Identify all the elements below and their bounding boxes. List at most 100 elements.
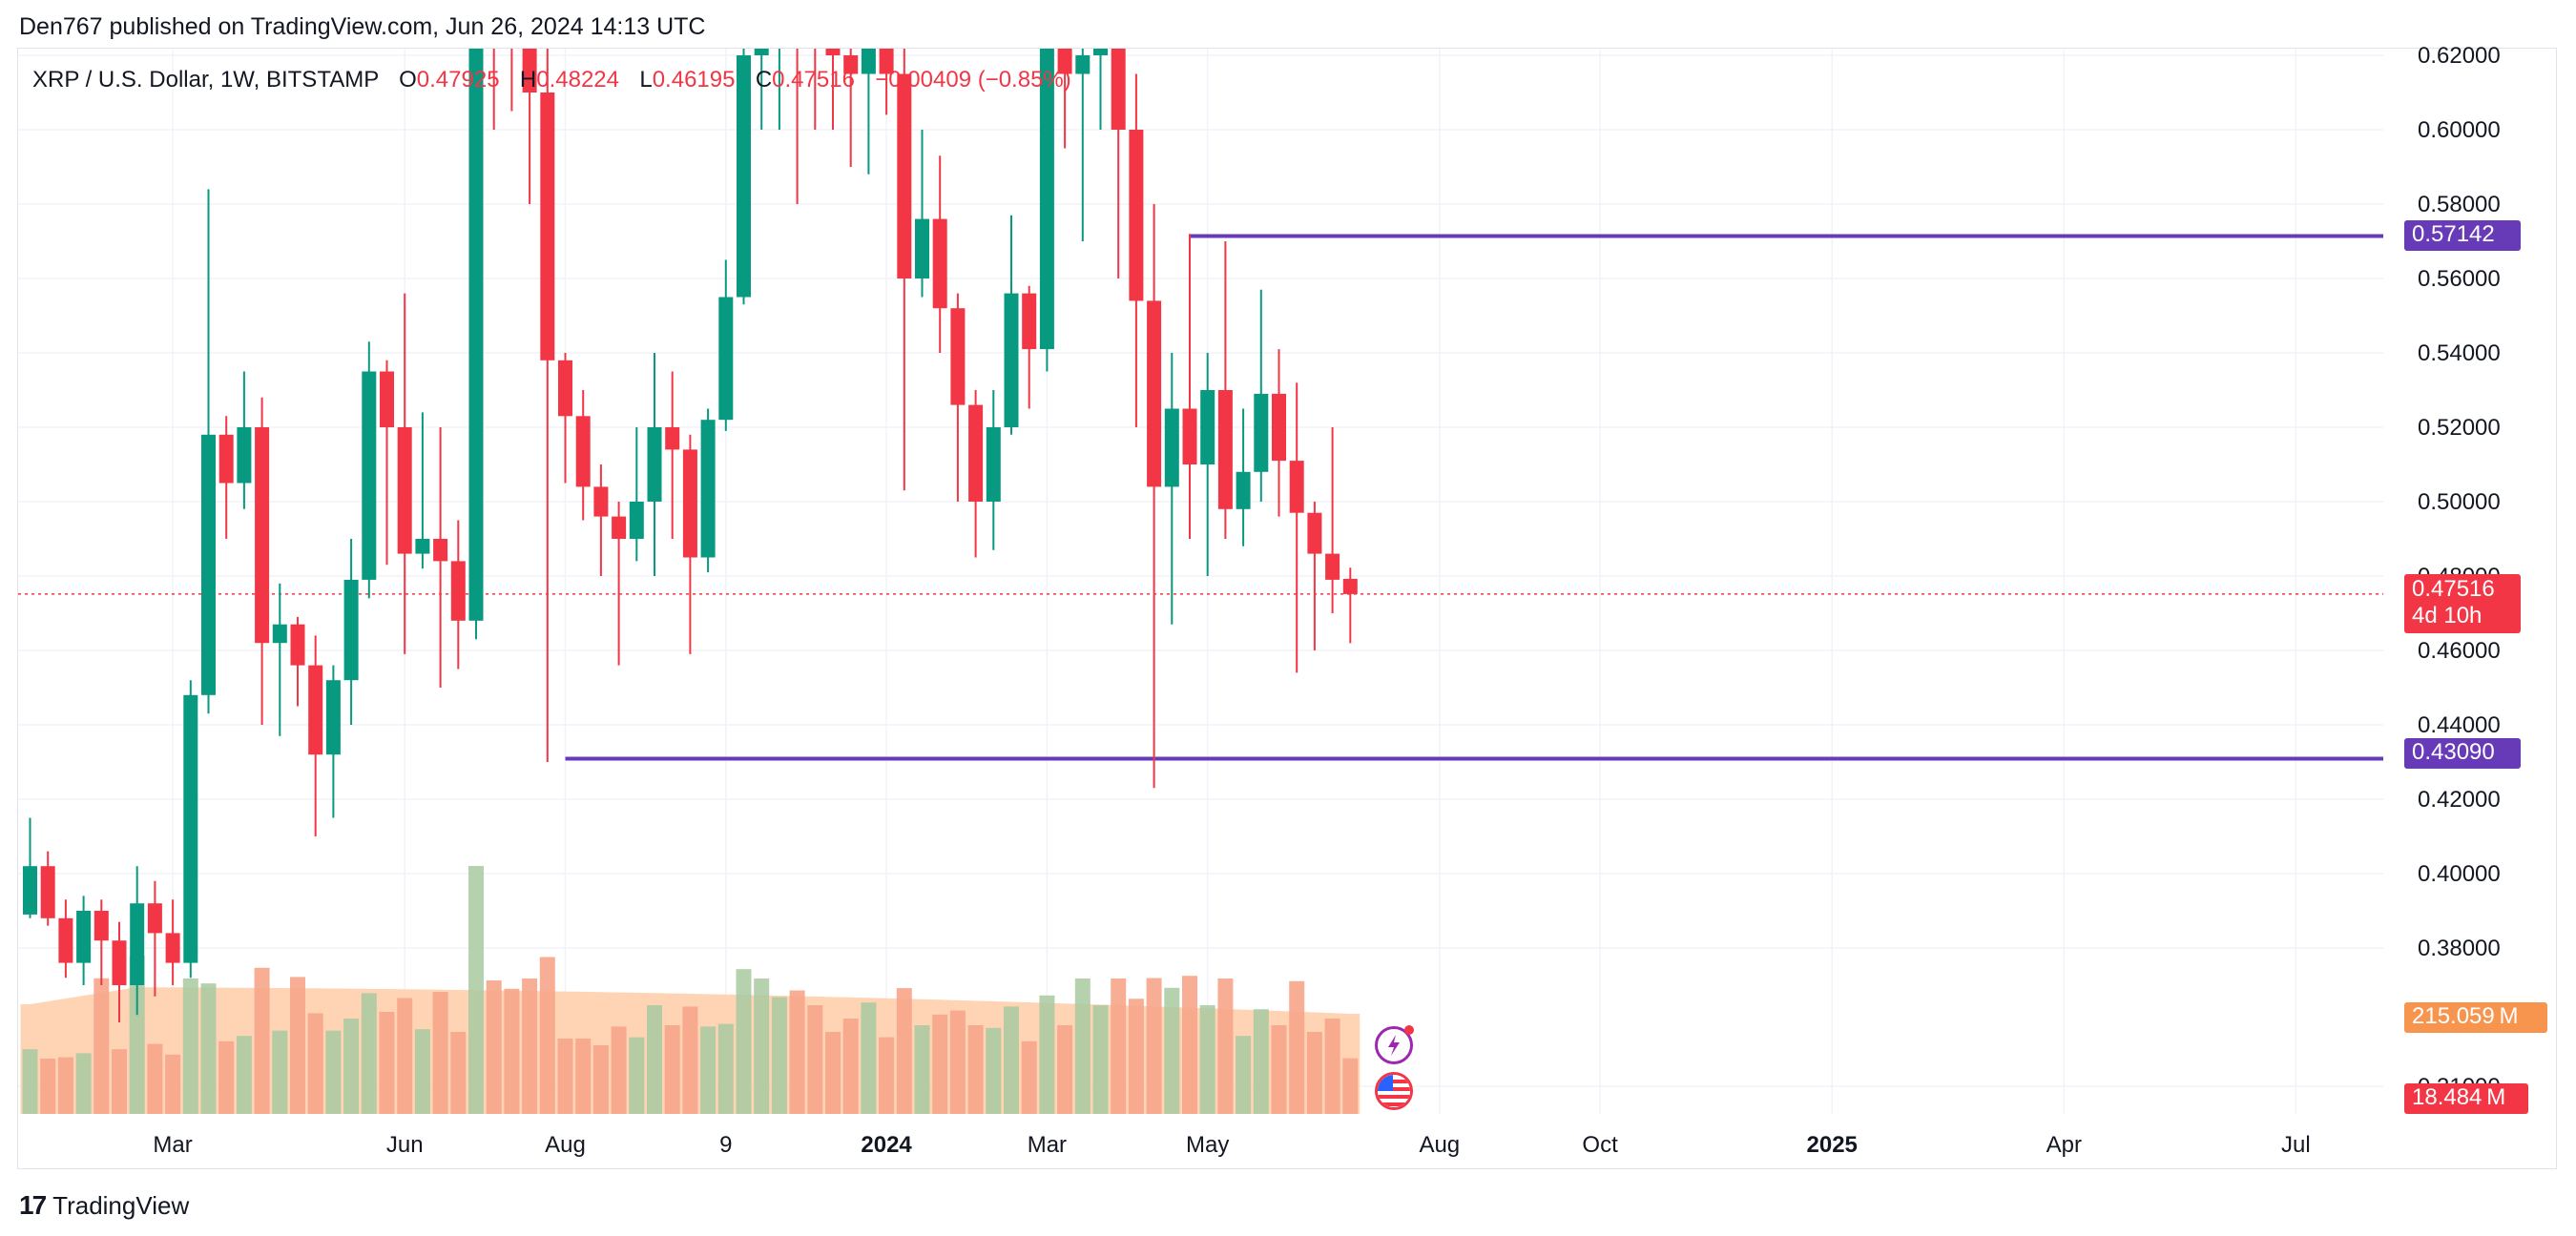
- candle-body[interactable]: [362, 371, 377, 580]
- candle-body[interactable]: [629, 502, 644, 539]
- time-axis[interactable]: Mar Jun Aug 9 2024 Mar May Aug Oct 2025 Apr Jul: [153, 1132, 2310, 1158]
- candle-body[interactable]: [1111, 18, 1126, 130]
- candle-body[interactable]: [147, 903, 162, 934]
- horizontal-lines[interactable]: [18, 234, 2383, 761]
- candle-body[interactable]: [237, 427, 252, 484]
- volume-bar: [1217, 978, 1234, 1114]
- candle-body[interactable]: [1039, 37, 1054, 350]
- candle-body[interactable]: [1325, 553, 1340, 580]
- candle-body[interactable]: [23, 866, 37, 915]
- volume-bar: [93, 978, 110, 1114]
- candle-body[interactable]: [700, 420, 716, 558]
- volume-tag[interactable]: 18.484 M: [2404, 1083, 2528, 1114]
- candle-body[interactable]: [754, 0, 769, 55]
- candle-body[interactable]: [575, 416, 591, 487]
- candle-body[interactable]: [255, 427, 270, 644]
- candle-body[interactable]: [897, 73, 912, 279]
- candle-body[interactable]: [130, 903, 145, 985]
- candle-body[interactable]: [647, 427, 662, 502]
- candle-body[interactable]: [1147, 300, 1162, 487]
- candle-body[interactable]: [380, 371, 394, 428]
- candle-body[interactable]: [183, 694, 198, 963]
- candle-body[interactable]: [505, 0, 519, 18]
- symbol-legend[interactable]: XRP / U.S. Dollar, 1W, BITSTAMP O0.47925…: [32, 67, 1071, 93]
- candle-body[interactable]: [165, 933, 180, 963]
- candle-body[interactable]: [915, 218, 929, 278]
- price-axis[interactable]: 0.62000 0.60000 0.58000 0.56000 0.54000 0.520…: [2418, 43, 2501, 1100]
- candle-body[interactable]: [468, 0, 484, 621]
- candle-body[interactable]: [1272, 393, 1286, 462]
- candle-body[interactable]: [558, 360, 572, 417]
- candle-body[interactable]: [540, 93, 555, 360]
- volume-bar: [1253, 1009, 1269, 1114]
- candle-body[interactable]: [1236, 471, 1251, 509]
- candle-body[interactable]: [843, 55, 859, 74]
- volume-bar: [682, 1006, 698, 1114]
- candle-body[interactable]: [1164, 408, 1179, 487]
- chart-frame[interactable]: [17, 48, 2557, 1169]
- lightning-event-icon[interactable]: [1375, 1025, 1414, 1064]
- candle-body[interactable]: [1075, 55, 1091, 74]
- candle-body[interactable]: [1254, 393, 1269, 472]
- candle-body[interactable]: [1289, 461, 1304, 513]
- candle-body[interactable]: [593, 486, 609, 517]
- candle-body[interactable]: [76, 911, 92, 963]
- candle-body[interactable]: [433, 539, 448, 562]
- candle-body[interactable]: [1004, 293, 1019, 427]
- candle-body[interactable]: [808, 0, 822, 18]
- candle-body[interactable]: [612, 516, 627, 539]
- candle-body[interactable]: [682, 449, 697, 558]
- us-flag-event-icon[interactable]: [1375, 1072, 1413, 1110]
- candle-body[interactable]: [1307, 512, 1322, 554]
- volume-bar: [789, 990, 805, 1114]
- candle-body[interactable]: [272, 624, 287, 644]
- upper-line-price-tag[interactable]: 0.57142: [2404, 220, 2521, 251]
- symbol-name[interactable]: XRP / U.S. Dollar, 1W, BITSTAMP: [32, 67, 379, 93]
- candle-body[interactable]: [308, 665, 323, 755]
- candle-body[interactable]: [1093, 18, 1108, 55]
- candle-body[interactable]: [1057, 37, 1072, 74]
- candle-body[interactable]: [825, 18, 841, 55]
- candle-body[interactable]: [665, 427, 680, 450]
- candle-body[interactable]: [325, 680, 341, 755]
- tradingview-logo[interactable]: 17 TradingView: [19, 1190, 189, 1221]
- candle-body[interactable]: [1217, 390, 1233, 509]
- candle-body[interactable]: [1342, 578, 1358, 594]
- high-label: H: [519, 67, 537, 93]
- candle-body[interactable]: [968, 404, 984, 502]
- candle-body[interactable]: [932, 218, 947, 309]
- volume-bar: [1199, 1005, 1215, 1114]
- candle-body[interactable]: [1129, 130, 1144, 301]
- candle-body[interactable]: [718, 297, 734, 421]
- candle-body[interactable]: [40, 866, 55, 918]
- candle-body[interactable]: [861, 37, 876, 74]
- candle-body[interactable]: [879, 37, 894, 74]
- candle-body[interactable]: [1200, 390, 1215, 464]
- candle-body[interactable]: [290, 624, 305, 666]
- candles[interactable]: [23, 0, 1358, 1022]
- price-axis-label: 0.60000: [2418, 117, 2501, 143]
- time-axis-label: Jul: [2281, 1132, 2311, 1158]
- candle-body[interactable]: [58, 917, 73, 963]
- candle-body[interactable]: [112, 940, 127, 985]
- last-price-tag[interactable]: 0.47516 4d 10h: [2404, 574, 2521, 633]
- candle-body[interactable]: [201, 434, 216, 695]
- candle-body[interactable]: [397, 427, 412, 554]
- candle-body[interactable]: [93, 911, 109, 941]
- candle-body[interactable]: [343, 579, 359, 681]
- candle-body[interactable]: [218, 434, 234, 484]
- candle-body[interactable]: [986, 427, 1001, 502]
- candle-body[interactable]: [522, 18, 537, 93]
- candle-body[interactable]: [450, 561, 466, 621]
- lower-line-price-tag[interactable]: 0.43090: [2404, 738, 2521, 769]
- volume-ma-tag[interactable]: 215.059 M: [2404, 1002, 2547, 1033]
- candle-body[interactable]: [415, 539, 430, 554]
- volume-bar: [896, 988, 912, 1114]
- time-axis-label: Oct: [1582, 1132, 1618, 1158]
- candle-body[interactable]: [950, 308, 966, 405]
- time-axis-label: 2025: [1807, 1132, 1858, 1158]
- candle-body[interactable]: [1182, 408, 1197, 465]
- candle-body[interactable]: [737, 55, 751, 298]
- candle-body[interactable]: [1022, 293, 1037, 350]
